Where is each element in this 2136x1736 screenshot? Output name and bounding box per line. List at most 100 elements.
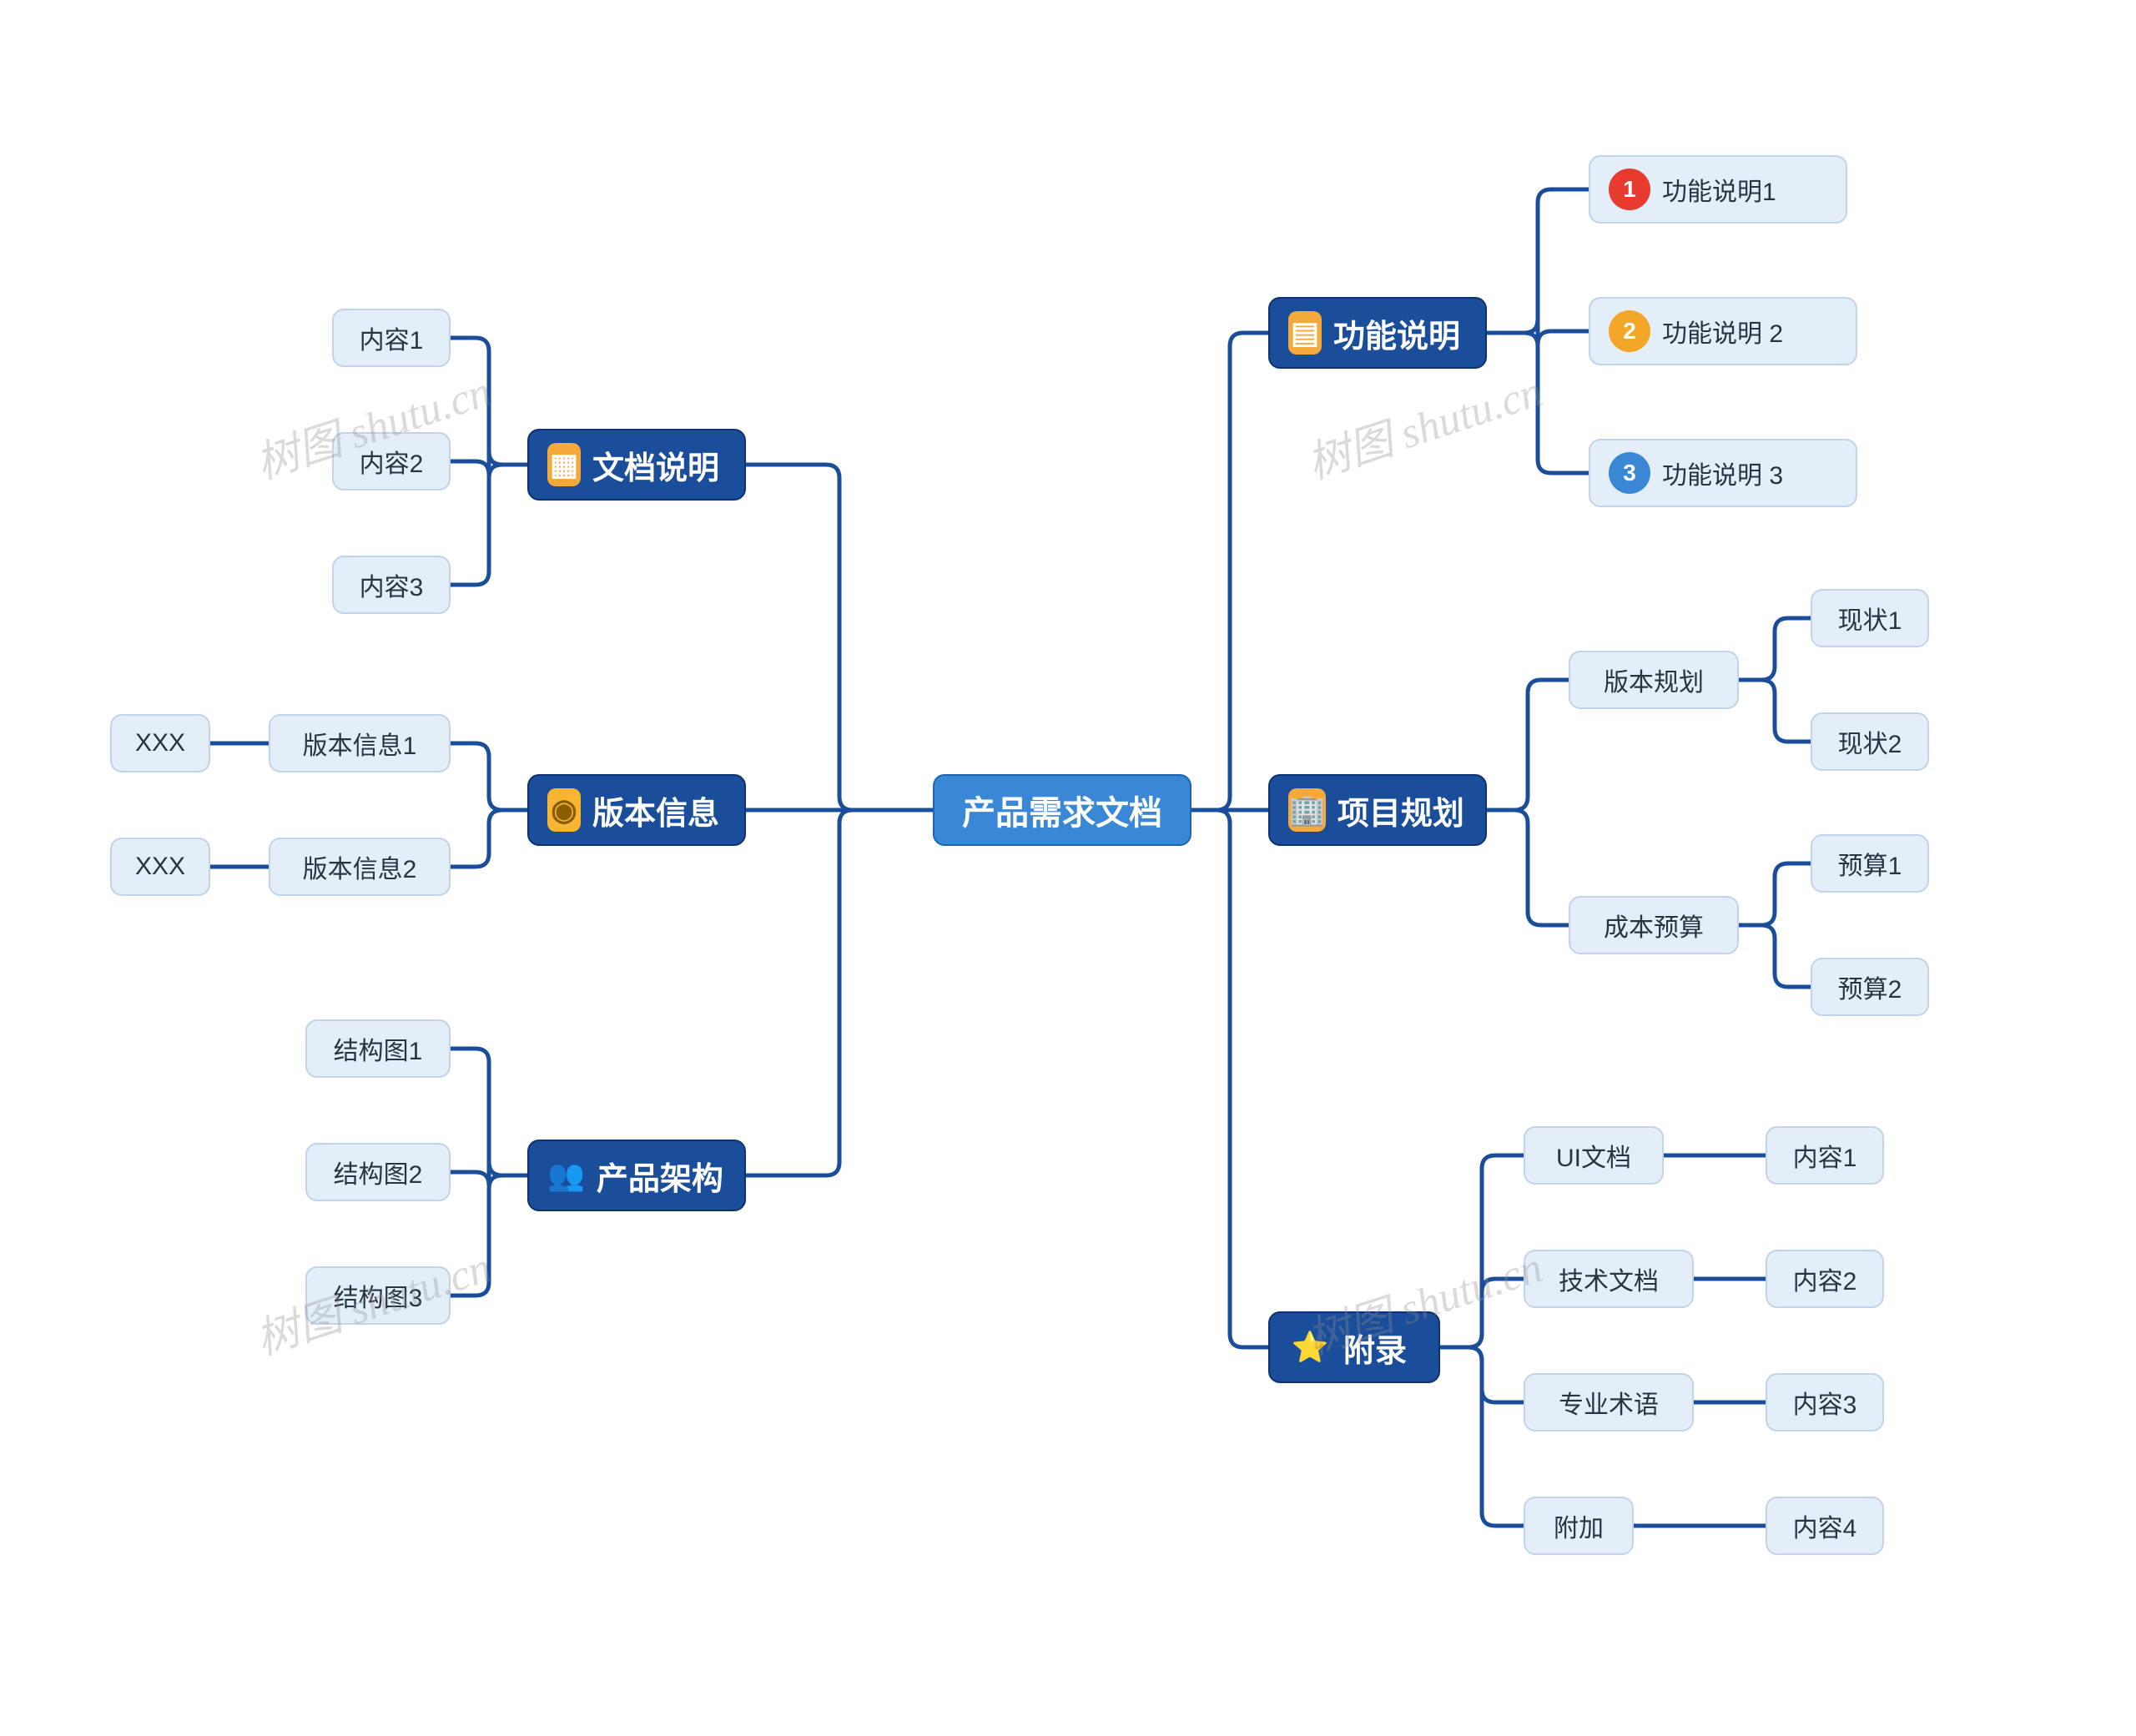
node-R2b2[interactable]: 预算2 <box>1811 958 1929 1016</box>
node-L2b[interactable]: 版本信息2 <box>269 838 451 896</box>
edge <box>451 1175 527 1296</box>
node-L1[interactable]: ▦ 文档说明 <box>527 429 746 501</box>
node-label: 内容2 <box>1793 1260 1857 1297</box>
node-label: 版本信息2 <box>303 848 417 885</box>
node-label: 内容2 <box>360 443 424 480</box>
calendar-icon: ▦ <box>547 443 581 486</box>
building-icon: 🏢 <box>1288 788 1326 832</box>
node-label: 项目规划 <box>1338 787 1464 833</box>
node-label: 预算2 <box>1838 969 1902 1005</box>
node-R3d[interactable]: 附加 <box>1524 1497 1634 1555</box>
edge <box>1487 680 1569 810</box>
node-label: 预算1 <box>1838 845 1902 882</box>
node-R3c1[interactable]: 内容3 <box>1766 1373 1884 1432</box>
search-icon: ▤ <box>1288 311 1322 355</box>
node-label: 版本规划 <box>1604 662 1704 698</box>
star-icon: ⭐ <box>1288 1326 1332 1369</box>
node-L1c[interactable]: 内容3 <box>332 556 451 614</box>
node-label: 专业术语 <box>1559 1384 1659 1421</box>
node-R3b[interactable]: 技术文档 <box>1524 1250 1694 1308</box>
edge <box>1487 333 1589 473</box>
node-label: 内容1 <box>1793 1137 1857 1174</box>
edge <box>1440 1347 1524 1526</box>
node-R3a[interactable]: UI文档 <box>1524 1126 1664 1185</box>
edge <box>451 451 527 475</box>
people-icon: 👥 <box>547 1154 585 1197</box>
node-label: 内容1 <box>360 320 424 356</box>
node-L2a1[interactable]: XXX <box>110 714 210 772</box>
node-L1b[interactable]: 内容2 <box>332 432 451 491</box>
edge <box>1487 189 1589 333</box>
node-root[interactable]: 产品需求文档 <box>933 774 1191 846</box>
node-label: 技术文档 <box>1559 1260 1659 1297</box>
edge <box>1191 333 1268 810</box>
edge <box>1487 320 1589 345</box>
node-L2[interactable]: ◉版本信息 <box>527 774 746 846</box>
node-L3c[interactable]: 结构图3 <box>305 1266 451 1325</box>
edge <box>1739 863 1811 925</box>
node-label: XXX <box>135 853 185 881</box>
edge <box>1739 618 1811 680</box>
number-badge: 1 <box>1609 169 1650 210</box>
node-label: 现状2 <box>1838 723 1902 760</box>
edge <box>1440 1155 1524 1347</box>
node-L2a[interactable]: 版本信息1 <box>269 714 451 772</box>
node-R1[interactable]: ▤功能说明 <box>1268 297 1487 369</box>
node-label: 版本信息1 <box>303 725 417 762</box>
node-L2b1[interactable]: XXX <box>110 838 210 896</box>
edge <box>1739 925 1811 987</box>
edge <box>451 1162 527 1185</box>
edge <box>1191 810 1268 1347</box>
node-R2a[interactable]: 版本规划 <box>1569 651 1739 709</box>
node-label: 产品需求文档 <box>962 786 1162 834</box>
number-badge: 2 <box>1609 310 1650 352</box>
node-R2b1[interactable]: 预算1 <box>1811 834 1929 893</box>
node-R2b[interactable]: 成本预算 <box>1569 896 1739 954</box>
node-label: 功能说明 2 <box>1662 313 1783 350</box>
node-R3a1[interactable]: 内容1 <box>1766 1126 1884 1185</box>
node-label: 内容4 <box>1793 1507 1857 1544</box>
edge <box>451 338 527 465</box>
watermark: 树图 shutu.cn <box>1298 356 1549 491</box>
edge <box>746 810 933 1175</box>
node-R2a2[interactable]: 现状2 <box>1811 712 1929 771</box>
edge <box>1440 1279 1524 1347</box>
node-label: 功能说明1 <box>1662 171 1776 208</box>
coin-icon: ◉ <box>547 788 581 832</box>
node-label: 结构图1 <box>334 1030 423 1067</box>
edge <box>1487 810 1569 925</box>
node-L1a[interactable]: 内容1 <box>332 309 451 367</box>
node-label: 现状1 <box>1838 600 1902 637</box>
node-label: 功能说明 3 <box>1662 455 1783 491</box>
node-R3c[interactable]: 专业术语 <box>1524 1373 1694 1432</box>
edge <box>451 810 527 867</box>
node-R3[interactable]: ⭐附录 <box>1268 1311 1440 1383</box>
node-label: XXX <box>135 729 185 757</box>
node-L3[interactable]: 👥 产品架构 <box>527 1140 746 1211</box>
node-R3b1[interactable]: 内容2 <box>1766 1250 1884 1308</box>
node-label: 结构图3 <box>334 1277 423 1314</box>
node-R1b[interactable]: 2 功能说明 2 <box>1589 297 1857 365</box>
edge <box>451 743 527 810</box>
node-label: 文档说明 <box>592 442 719 488</box>
node-R2[interactable]: 🏢 项目规划 <box>1268 774 1487 846</box>
node-label: 功能说明 <box>1333 310 1460 356</box>
node-label: 内容3 <box>1793 1384 1857 1421</box>
edge <box>1440 1347 1524 1402</box>
node-label: 附加 <box>1554 1507 1604 1544</box>
node-label: 产品架构 <box>597 1153 723 1199</box>
number-badge: 3 <box>1609 452 1650 494</box>
edge <box>746 465 933 810</box>
edge <box>1739 680 1811 742</box>
edge <box>451 465 527 585</box>
node-R1a[interactable]: 1 功能说明1 <box>1589 155 1847 224</box>
node-R2a1[interactable]: 现状1 <box>1811 589 1929 647</box>
node-label: 结构图2 <box>334 1154 423 1190</box>
node-label: 成本预算 <box>1604 907 1704 943</box>
node-L3a[interactable]: 结构图1 <box>305 1019 451 1078</box>
node-R1c[interactable]: 3 功能说明 3 <box>1589 439 1857 507</box>
node-label: UI文档 <box>1556 1137 1631 1174</box>
node-label: 版本信息 <box>592 787 719 833</box>
node-R3d1[interactable]: 内容4 <box>1766 1497 1884 1555</box>
node-L3b[interactable]: 结构图2 <box>305 1143 451 1201</box>
